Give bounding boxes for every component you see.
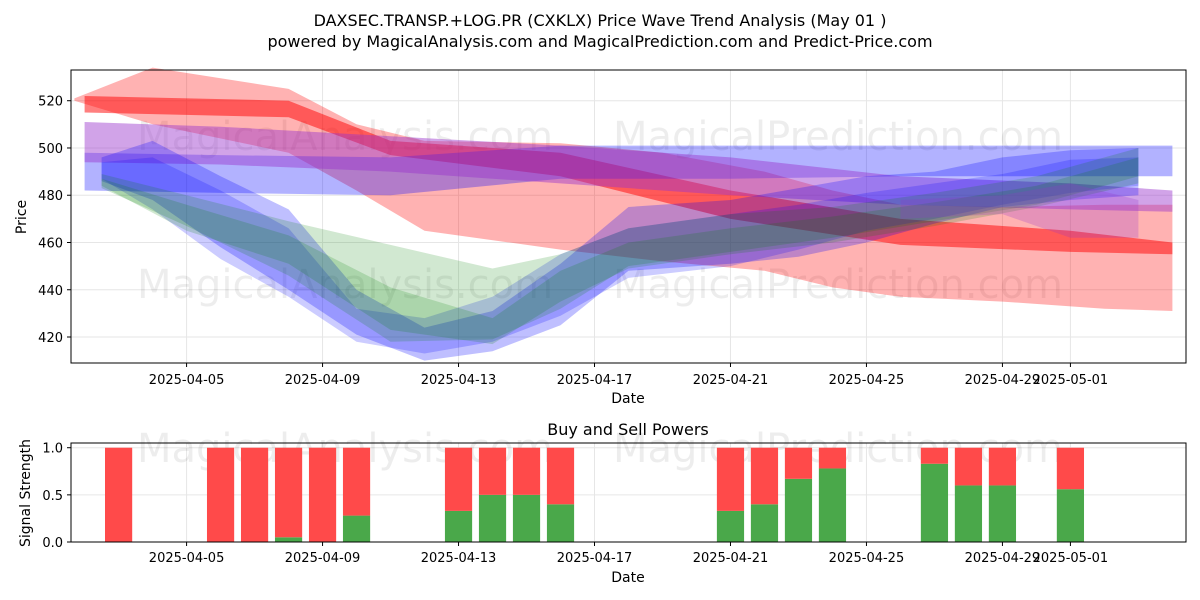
buy-sell-x-tick-label: 2025-04-09	[285, 551, 361, 566]
price-x-tick-label: 2025-04-25	[829, 373, 905, 388]
price-band-blue-5	[101, 157, 1139, 354]
sell-bar	[954, 447, 983, 486]
price-band-purple-3	[84, 122, 1173, 212]
buy-bar	[784, 478, 813, 542]
price-x-tick-label: 2025-04-17	[557, 373, 633, 388]
buy-sell-y-tick-label: 1.0	[42, 442, 63, 457]
buy-bar	[750, 504, 779, 542]
buy-sell-x-tick-label: 2025-04-21	[693, 551, 769, 566]
buy-bar	[818, 468, 847, 542]
sell-bar	[546, 447, 575, 505]
price-band-blue-2	[84, 145, 1173, 196]
buy-sell-plot-frame	[70, 442, 1187, 543]
buy-sell-x-tick-label: 2025-04-13	[421, 551, 497, 566]
price-x-tick-label: 2025-04-05	[149, 373, 225, 388]
buy-bar	[512, 494, 541, 542]
buy-sell-bars	[104, 447, 1085, 542]
sell-bar	[716, 447, 745, 511]
sell-bar	[444, 447, 473, 511]
price-band-red-1	[84, 96, 1173, 255]
buy-sell-y-tick-label: 0.0	[42, 536, 63, 551]
buy-bar	[716, 510, 745, 542]
sell-bar	[206, 447, 235, 542]
figure-title-line1: DAXSEC.TRANSP.+LOG.PR (CXKLX) Price Wave…	[314, 11, 887, 30]
price-x-ticks: 2025-04-05 2025-04-09 2025-04-13 2025-04-17…	[149, 363, 1108, 388]
sell-bar	[512, 447, 541, 495]
buy-sell-x-tick-label: 2025-04-05	[149, 551, 225, 566]
price-x-tick-label: 2025-04-13	[421, 373, 497, 388]
price-wave-panel: MagicalAnalysis.com MagicalPrediction.com…	[14, 67, 1187, 407]
buy-sell-title: Buy and Sell Powers	[547, 420, 709, 439]
figure-title-line2: powered by MagicalAnalysis.com and Magic…	[267, 32, 932, 51]
sell-bar	[988, 447, 1017, 486]
price-x-tick-label: 2025-05-01	[1033, 373, 1109, 388]
sell-bar	[104, 447, 133, 542]
sell-bar	[274, 447, 303, 538]
price-y-tick-label: 500	[38, 142, 63, 157]
buy-sell-y-tick-label: 0.5	[42, 489, 63, 504]
price-y-axis-label: Price	[14, 200, 30, 234]
sell-bar	[478, 447, 507, 495]
buy-bar	[342, 515, 371, 542]
buy-bar	[478, 494, 507, 542]
buy-sell-x-tick-label: 2025-04-25	[829, 551, 905, 566]
watermark-text: MagicalPrediction.com	[613, 114, 1063, 160]
price-band-purple-8	[900, 183, 1139, 238]
price-y-tick-label: 520	[38, 95, 63, 110]
price-band-blue-4	[101, 140, 1139, 361]
sell-bar	[240, 447, 269, 542]
buy-sell-x-tick-label: 2025-04-29	[965, 551, 1041, 566]
buy-sell-y-axis-label: Signal Strength	[18, 439, 34, 547]
price-x-axis-label: Date	[611, 391, 644, 407]
buy-bar	[444, 510, 473, 542]
buy-bar	[954, 485, 983, 542]
price-plot-frame	[70, 69, 1187, 364]
watermark-text: MagicalAnalysis.com	[137, 262, 553, 308]
price-y-tick-label: 440	[38, 284, 63, 299]
sell-bar	[342, 447, 371, 516]
buy-sell-x-tick-label: 2025-05-01	[1033, 551, 1109, 566]
price-band-green-7	[101, 157, 1139, 342]
sell-bar	[308, 447, 337, 542]
sell-bar	[818, 447, 847, 469]
price-x-tick-label: 2025-04-21	[693, 373, 769, 388]
price-x-tick-label: 2025-04-09	[285, 373, 361, 388]
price-x-tick-label: 2025-04-29	[965, 373, 1041, 388]
sell-bar	[1056, 447, 1085, 490]
watermark-text: MagicalPrediction.com	[613, 262, 1063, 308]
buy-sell-x-axis-label: Date	[611, 570, 644, 586]
buy-bar	[988, 485, 1017, 542]
buy-sell-x-tick-label: 2025-04-17	[557, 551, 633, 566]
price-y-tick-label: 420	[38, 331, 63, 346]
buy-sell-x-ticks: 2025-04-05 2025-04-09 2025-04-13 2025-04-17…	[149, 542, 1108, 566]
price-y-ticks: 420 440 460 480 500 520	[38, 95, 71, 346]
sell-bar	[750, 447, 779, 505]
sell-bar	[920, 447, 949, 464]
buy-sell-panel: Buy and Sell Powers MagicalAnalysis.comM…	[18, 420, 1187, 586]
buy-bar	[274, 537, 303, 542]
price-bands	[74, 67, 1173, 361]
price-band-green-6	[101, 148, 1139, 345]
buy-bar	[546, 504, 575, 542]
buy-bar	[1056, 489, 1085, 542]
price-y-tick-label: 460	[38, 236, 63, 251]
price-y-tick-label: 480	[38, 189, 63, 204]
price-watermarks: MagicalAnalysis.com MagicalPrediction.com…	[137, 114, 1063, 308]
sell-bar	[784, 447, 813, 479]
buy-bar	[920, 463, 949, 542]
buy-sell-y-ticks: 0.0 0.5 1.0	[42, 442, 71, 551]
